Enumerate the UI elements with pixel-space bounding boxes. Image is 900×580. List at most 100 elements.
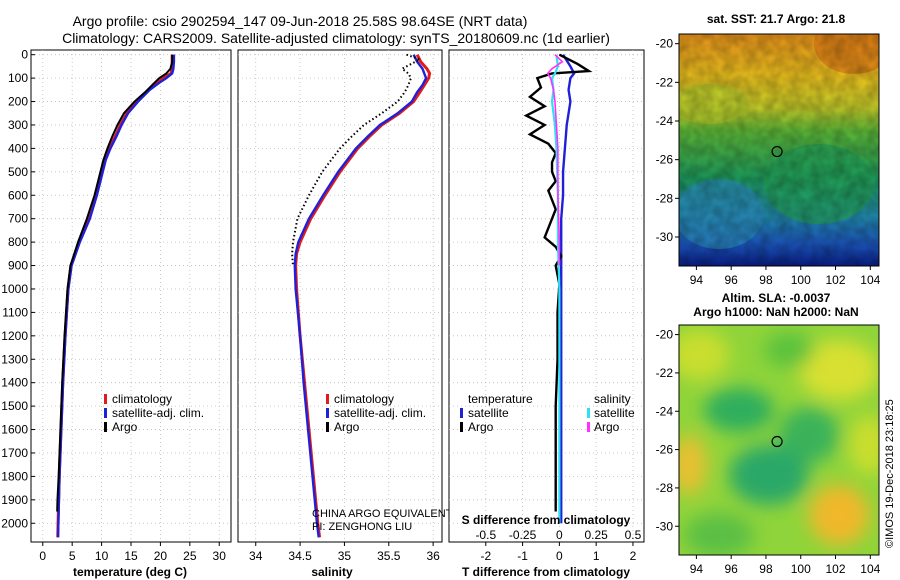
depth-tick-label: 1200 xyxy=(1,329,28,343)
map-y-tick-label: -30 xyxy=(656,519,674,533)
temperature-panel: 0100200300400500600700800900100011001200… xyxy=(1,48,453,579)
x-tick-label: -2 xyxy=(480,549,491,563)
difference-axes-frame xyxy=(448,49,645,543)
sla-map-subtitle: Argo h1000: NaN h2000: NaN xyxy=(693,305,858,319)
legend-swatch-temp-argo xyxy=(460,422,463,432)
argo-location-marker xyxy=(771,435,783,448)
depth-tick-label: 2000 xyxy=(1,516,28,530)
s-diff-tick-label: -0.5 xyxy=(475,528,496,542)
s-diff-tick-label: 0 xyxy=(556,528,563,542)
x-tick-label: -1 xyxy=(517,549,528,563)
depth-tick-label: 700 xyxy=(8,212,28,226)
map-x-tick-label: 98 xyxy=(759,562,773,576)
x-tick-label: 1 xyxy=(593,549,600,563)
x-tick-label: 25 xyxy=(183,549,197,563)
salinity-series xyxy=(291,53,432,538)
depth-tick-label: 100 xyxy=(8,71,28,85)
series-line-satellite-adj-clim- xyxy=(293,54,428,538)
salinity-x-ticks: 34 34.5 35 35.5 36 xyxy=(249,542,440,563)
x-tick-label: 20 xyxy=(154,549,168,563)
legend-label-argo: Argo xyxy=(112,420,138,434)
x-tick-label: 36 xyxy=(426,549,440,563)
temperature-axes-frame xyxy=(30,49,232,543)
salinity-panel: 34 34.5 35 35.5 36 salinity climatology sate… xyxy=(237,49,453,579)
sla-map-title: Altim. SLA: -0.0037 xyxy=(722,291,831,305)
map-y-tick-label: -22 xyxy=(656,366,674,380)
difference-panel: -2 -1 0 1 2 -0.5 -0.25 0 0.25 0.5 S difference f… xyxy=(448,49,645,579)
map-x-tick-label: 96 xyxy=(724,562,738,576)
legend-label-satellite: satellite-adj. clim. xyxy=(334,406,426,420)
depth-tick-label: 1100 xyxy=(2,305,28,319)
legend-swatch-climatology xyxy=(326,394,329,404)
sst-heatmap xyxy=(679,34,879,266)
depth-tick-label: 400 xyxy=(8,141,28,155)
sst-map-title: sat. SST: 21.7 Argo: 21.8 xyxy=(707,12,846,26)
legend-label-temp-argo: Argo xyxy=(468,420,494,434)
map-y-tick-label: -28 xyxy=(656,191,674,205)
map-x-tick-label: 102 xyxy=(826,273,846,287)
imos-credit: ©IMOS 19-Dec-2018 23:18:25 xyxy=(884,399,896,548)
series-line-argo xyxy=(56,54,174,512)
x-tick-label: 0 xyxy=(39,549,46,563)
depth-tick-label: 800 xyxy=(8,235,28,249)
argo-location-marker xyxy=(771,145,783,158)
map-y-tick-label: -24 xyxy=(656,404,674,418)
x-tick-label: 34 xyxy=(249,549,263,563)
map-x-tick-label: 96 xyxy=(724,273,738,287)
x-tick-label: 10 xyxy=(95,549,109,563)
s-diff-tick-label: -0.25 xyxy=(509,528,537,542)
map-x-tick-label: 102 xyxy=(826,562,846,576)
depth-tick-label: 900 xyxy=(8,259,28,273)
sst-map-frame xyxy=(678,33,880,267)
depth-tick-label: 200 xyxy=(8,95,28,109)
header-line2: Climatology: CARS2009. Satellite-adjuste… xyxy=(62,30,610,46)
map-y-tick-label: -30 xyxy=(656,230,674,244)
x-tick-label: 30 xyxy=(213,549,227,563)
sla-heatmap xyxy=(679,325,879,555)
temperature-x-ticks: 0 5 10 15 20 25 30 xyxy=(39,542,226,563)
header-line1: Argo profile: csio 2902594_147 09-Jun-20… xyxy=(73,13,528,29)
s-diff-tick-label: 0.5 xyxy=(625,528,642,542)
salinity-axes-frame xyxy=(237,49,443,543)
map-y-tick-label: -20 xyxy=(656,37,674,51)
legend-swatch-temp-satellite xyxy=(460,408,463,418)
map-x-tick-label: 100 xyxy=(791,273,811,287)
sla-map-ticks: 94 96 98 100 102 104 -20 -22 -24 -26 -28 -30 xyxy=(656,328,881,576)
depth-tick-label: 500 xyxy=(8,165,28,179)
map-x-tick-label: 104 xyxy=(860,273,880,287)
map-y-tick-label: -20 xyxy=(656,328,674,342)
map-x-tick-label: 94 xyxy=(690,562,704,576)
temperature-xlabel: temperature (deg C) xyxy=(73,565,187,579)
map-x-tick-label: 98 xyxy=(759,273,773,287)
depth-tick-label: 1000 xyxy=(1,282,28,296)
difference-legend: temperature satellite Argo salinity sate… xyxy=(460,392,635,434)
legend-label-climatology: climatology xyxy=(334,392,394,406)
depth-tick-labels: 0 100 200 300 400 500 600 700 800 900 1000 1100 1200… xyxy=(1,48,453,530)
x-tick-label: 0 xyxy=(556,549,563,563)
legend-swatch-satellite xyxy=(104,408,107,418)
legend-swatch-satellite xyxy=(326,408,329,418)
x-tick-label: 34.5 xyxy=(288,549,312,563)
map-y-tick-label: -26 xyxy=(656,443,674,457)
map-y-tick-label: -28 xyxy=(656,481,674,495)
x-tick-label: 35.5 xyxy=(377,549,401,563)
sla-map-frame xyxy=(678,324,880,556)
sst-map-panel: sat. SST: 21.7 Argo: 21.8 xyxy=(656,12,881,287)
legend-label-sal-satellite: satellite xyxy=(594,406,635,420)
legend-label-climatology: climatology xyxy=(112,392,172,406)
sst-map-ticks: 94 96 98 100 102 104 -20 -22 -24 -26 -28 -30 xyxy=(656,37,881,287)
legend-swatch-argo xyxy=(326,422,329,432)
series-line-salinity-argo xyxy=(546,54,564,266)
map-x-tick-label: 100 xyxy=(791,562,811,576)
map-y-tick-label: -22 xyxy=(656,75,674,89)
temperature-legend: climatology satellite-adj. clim. Argo xyxy=(104,392,204,434)
temperature-gridlines xyxy=(31,50,231,542)
s-difference-xlabel: S difference from climatology xyxy=(462,513,631,527)
legend-swatch-sal-satellite xyxy=(587,408,590,418)
depth-tick-label: 1700 xyxy=(1,446,28,460)
salinity-difference-ticks: -0.5 -0.25 0 0.25 0.5 xyxy=(475,528,641,542)
legend-swatch-climatology xyxy=(104,394,107,404)
x-tick-label: 5 xyxy=(69,549,76,563)
depth-tick-label: 1800 xyxy=(1,469,28,483)
legend-label-argo: Argo xyxy=(334,420,360,434)
